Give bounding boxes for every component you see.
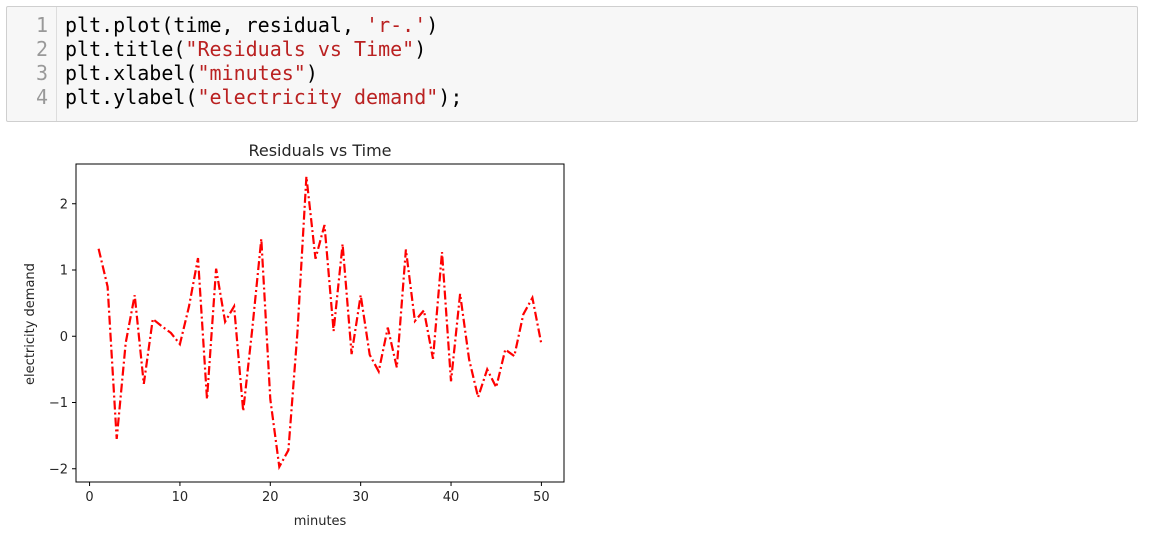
- x-axis-label: minutes: [294, 514, 347, 529]
- code-token: ): [426, 13, 439, 37]
- code-line[interactable]: plt.ylabel("electricity demand");: [65, 85, 462, 109]
- code-string-token: "Residuals vs Time": [185, 37, 415, 61]
- chart-title: Residuals vs Time: [248, 141, 391, 160]
- code-token: plt.xlabel(: [65, 61, 198, 85]
- line-number-gutter: 1 2 3 4: [7, 7, 57, 121]
- code-token: ): [414, 37, 427, 61]
- y-axis-label: electricity demand: [23, 263, 38, 385]
- residual-series-line: [97, 176, 543, 471]
- code-line[interactable]: plt.title("Residuals vs Time"): [65, 37, 426, 61]
- x-tick-label: 50: [533, 490, 550, 505]
- code-cell[interactable]: 1 2 3 4 plt.plot(time, residual, 'r-.') …: [6, 6, 1138, 122]
- x-axis-ticks: 0 10 20 30 40 50: [85, 482, 550, 505]
- line-number: 3: [35, 61, 48, 85]
- code-token: plt.ylabel(: [65, 85, 198, 109]
- y-tick-label: −1: [49, 396, 68, 411]
- y-tick-label: 0: [60, 330, 68, 345]
- y-tick-label: 1: [60, 264, 68, 279]
- code-string-token: 'r-.': [366, 13, 427, 37]
- output-chart-area: Residuals vs Time minutes electricity de…: [0, 128, 600, 536]
- code-token: plt.title(: [65, 37, 186, 61]
- code-line[interactable]: plt.xlabel("minutes"): [65, 61, 318, 85]
- residual-chart: Residuals vs Time minutes electricity de…: [23, 141, 565, 529]
- code-string-token: "electricity demand": [197, 85, 439, 109]
- line-number: 2: [35, 37, 48, 61]
- x-tick-label: 10: [172, 490, 189, 505]
- code-string-token: "minutes": [197, 61, 306, 85]
- code-token: ): [305, 61, 318, 85]
- code-line[interactable]: plt.plot(time, residual, 'r-.'): [65, 13, 438, 37]
- x-tick-label: 20: [262, 490, 279, 505]
- y-tick-label: 2: [60, 197, 68, 212]
- code-token: plt.plot(time, residual,: [65, 13, 367, 37]
- y-tick-label: −2: [49, 462, 68, 477]
- line-number: 1: [35, 13, 48, 37]
- x-tick-label: 0: [85, 490, 93, 505]
- y-axis-ticks: −2 −1 0 1 2: [49, 197, 76, 477]
- x-tick-label: 40: [443, 490, 460, 505]
- code-token: );: [438, 85, 463, 109]
- x-tick-label: 30: [352, 490, 369, 505]
- plot-frame: [75, 163, 565, 483]
- line-number: 4: [35, 85, 48, 109]
